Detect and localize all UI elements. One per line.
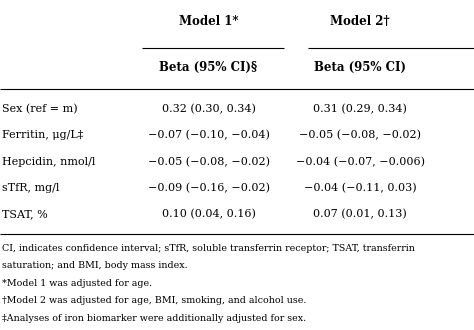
Text: Model 2†: Model 2† [330,15,390,28]
Text: saturation; and BMI, body mass index.: saturation; and BMI, body mass index. [2,261,188,270]
Text: CI, indicates confidence interval; sTfR, soluble transferrin receptor; TSAT, tra: CI, indicates confidence interval; sTfR,… [2,244,415,253]
Text: 0.07 (0.01, 0.13): 0.07 (0.01, 0.13) [313,209,407,220]
Text: Model 1*: Model 1* [179,15,238,28]
Text: −0.04 (−0.07, −0.006): −0.04 (−0.07, −0.006) [296,156,425,167]
Text: TSAT, %: TSAT, % [2,210,48,219]
Text: 0.10 (0.04, 0.16): 0.10 (0.04, 0.16) [162,209,255,220]
Text: 0.32 (0.30, 0.34): 0.32 (0.30, 0.34) [162,104,255,114]
Text: Beta (95% CI)§: Beta (95% CI)§ [159,61,258,74]
Text: 0.31 (0.29, 0.34): 0.31 (0.29, 0.34) [313,104,407,114]
Text: −0.09 (−0.16, −0.02): −0.09 (−0.16, −0.02) [147,183,270,193]
Text: *Model 1 was adjusted for age.: *Model 1 was adjusted for age. [2,279,153,288]
Text: −0.05 (−0.08, −0.02): −0.05 (−0.08, −0.02) [147,156,270,167]
Text: Sex (ref = m): Sex (ref = m) [2,104,78,114]
Text: Ferritin, μg/L‡: Ferritin, μg/L‡ [2,130,84,140]
Text: −0.04 (−0.11, 0.03): −0.04 (−0.11, 0.03) [304,183,417,193]
Text: −0.05 (−0.08, −0.02): −0.05 (−0.08, −0.02) [299,130,421,141]
Text: sTfR, mg/l: sTfR, mg/l [2,183,60,193]
Text: Beta (95% CI): Beta (95% CI) [314,61,406,74]
Text: −0.07 (−0.10, −0.04): −0.07 (−0.10, −0.04) [147,130,270,141]
Text: †Model 2 was adjusted for age, BMI, smoking, and alcohol use.: †Model 2 was adjusted for age, BMI, smok… [2,296,307,305]
Text: ‡Analyses of iron biomarker were additionally adjusted for sex.: ‡Analyses of iron biomarker were additio… [2,314,307,323]
Text: Hepcidin, nmol/l: Hepcidin, nmol/l [2,157,96,167]
